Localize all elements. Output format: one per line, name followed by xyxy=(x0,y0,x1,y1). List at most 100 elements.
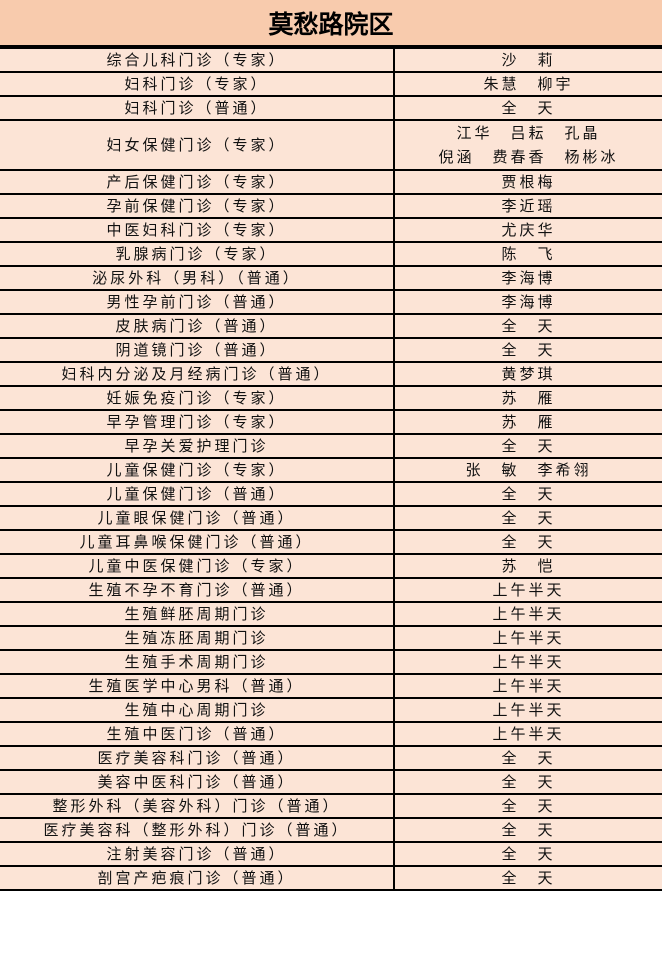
doctor-names: 全 天 xyxy=(501,509,556,527)
clinic-name: 皮肤病门诊（普通） xyxy=(0,313,395,339)
clinic-name: 医疗美容科（整形外科）门诊（普通） xyxy=(0,817,395,843)
doctor-cell: 朱慧 柳宇 xyxy=(393,71,662,97)
clinic-name: 儿童耳鼻喉保健门诊（普通） xyxy=(0,529,395,555)
clinic-name: 妊娠免疫门诊（专家） xyxy=(0,385,395,411)
table-row: 生殖鲜胚周期门诊 上午半天 xyxy=(0,601,662,627)
doctor-names: 沙 莉 xyxy=(501,51,556,69)
doctor-cell: 李海博 xyxy=(393,265,662,291)
doctor-names: 全 天 xyxy=(501,797,556,815)
doctor-names: 全 天 xyxy=(501,99,556,117)
doctor-cell: 张 敏 李希翎 xyxy=(393,457,662,483)
clinic-name: 儿童中医保健门诊（专家） xyxy=(0,553,395,579)
doctor-names: 张 敏 李希翎 xyxy=(465,461,592,479)
doctor-cell: 全 天 xyxy=(393,793,662,819)
doctor-names: 全 天 xyxy=(501,869,556,887)
doctor-cell: 全 天 xyxy=(393,745,662,771)
doctor-cell: 全 天 xyxy=(393,337,662,363)
table-row: 产后保健门诊（专家） 贾根梅 xyxy=(0,169,662,195)
table-row: 生殖不孕不育门诊（普通） 上午半天 xyxy=(0,577,662,603)
doctor-names: 全 天 xyxy=(501,437,556,455)
table-row: 妇科门诊（专家） 朱慧 柳宇 xyxy=(0,71,662,97)
doctor-cell: 上午半天 xyxy=(393,697,662,723)
doctor-cell: 全 天 xyxy=(393,817,662,843)
schedule-table: 综合儿科门诊（专家）沙 莉妇科门诊（专家） 朱慧 柳宇 妇科门诊（普通）全 天妇女保… xyxy=(0,47,662,891)
clinic-name: 生殖不孕不育门诊（普通） xyxy=(0,577,395,603)
table-row: 儿童保健门诊（专家） 张 敏 李希翎 xyxy=(0,457,662,483)
doctor-cell: 李近瑶 xyxy=(393,193,662,219)
doctor-cell: 贾根梅 xyxy=(393,169,662,195)
doctor-names: 苏 雁 xyxy=(501,413,556,431)
doctor-cell: 江华 吕耘 孔晶 倪涵 费春香 杨彬冰 xyxy=(393,119,662,171)
doctor-names: 上午半天 xyxy=(492,581,565,599)
clinic-name: 儿童眼保健门诊（普通） xyxy=(0,505,395,531)
doctor-cell: 陈 飞 xyxy=(393,241,662,267)
table-row: 皮肤病门诊（普通） 全 天 xyxy=(0,313,662,339)
doctor-names: 上午半天 xyxy=(492,629,565,647)
clinic-name: 儿童保健门诊（专家） xyxy=(0,457,395,483)
table-row: 生殖中医门诊（普通） 上午半天 xyxy=(0,721,662,747)
table-row: 剖宫产疤痕门诊（普通） 全 天 xyxy=(0,865,662,891)
clinic-name: 生殖中医门诊（普通） xyxy=(0,721,395,747)
table-row: 美容中医科门诊（普通） 全 天 xyxy=(0,769,662,795)
doctor-cell: 上午半天 xyxy=(393,721,662,747)
table-row: 注射美容门诊（普通） 全 天 xyxy=(0,841,662,867)
table-row: 乳腺病门诊（专家） 陈 飞 xyxy=(0,241,662,267)
doctor-cell: 全 天 xyxy=(393,505,662,531)
clinic-name: 妇科内分泌及月经病门诊（普通） xyxy=(0,361,395,387)
clinic-name: 妇科门诊（普通） xyxy=(0,95,395,121)
table-row: 妇科内分泌及月经病门诊（普通） 黄梦琪 xyxy=(0,361,662,387)
table-row: 儿童中医保健门诊（专家） 苏 恺 xyxy=(0,553,662,579)
table-row: 孕前保健门诊（专家） 李近瑶 xyxy=(0,193,662,219)
clinic-name: 儿童保健门诊（普通） xyxy=(0,481,395,507)
table-row: 妇女保健门诊（专家） 江华 吕耘 孔晶 倪涵 费春香 杨彬冰 xyxy=(0,119,662,171)
table-row: 泌尿外科（男科）（普通） 李海博 xyxy=(0,265,662,291)
clinic-name: 中医妇科门诊（专家） xyxy=(0,217,395,243)
table-row: 早孕关爱护理门诊 全 天 xyxy=(0,433,662,459)
doctor-names: 贾根梅 xyxy=(501,173,556,191)
clinic-name: 生殖鲜胚周期门诊 xyxy=(0,601,395,627)
doctor-cell: 苏 雁 xyxy=(393,409,662,435)
doctor-cell: 全 天 xyxy=(393,313,662,339)
doctor-names: 江华 吕耘 孔晶 xyxy=(456,124,601,142)
doctor-names: 全 天 xyxy=(501,533,556,551)
doctor-names: 上午半天 xyxy=(492,701,565,719)
clinic-name: 美容中医科门诊（普通） xyxy=(0,769,395,795)
clinic-name: 早孕管理门诊（专家） xyxy=(0,409,395,435)
doctor-names: 倪涵 费春香 杨彬冰 xyxy=(438,148,619,166)
table-row: 妊娠免疫门诊（专家） 苏 雁 xyxy=(0,385,662,411)
doctor-names: 上午半天 xyxy=(492,725,565,743)
doctor-names: 全 天 xyxy=(501,845,556,863)
doctor-cell: 尤庆华 xyxy=(393,217,662,243)
clinic-name: 妇女保健门诊（专家） xyxy=(0,119,395,171)
doctor-names: 李海博 xyxy=(501,269,556,287)
doctor-names: 全 天 xyxy=(501,821,556,839)
table-row: 生殖冻胚周期门诊 上午半天 xyxy=(0,625,662,651)
doctor-cell: 苏 恺 xyxy=(393,553,662,579)
doctor-cell: 上午半天 xyxy=(393,601,662,627)
clinic-name: 乳腺病门诊（专家） xyxy=(0,241,395,267)
doctor-names: 上午半天 xyxy=(492,653,565,671)
doctor-names: 上午半天 xyxy=(492,605,565,623)
table-row: 医疗美容科门诊（普通） 全 天 xyxy=(0,745,662,771)
doctor-names: 苏 雁 xyxy=(501,389,556,407)
clinic-name: 生殖手术周期门诊 xyxy=(0,649,395,675)
doctor-names: 陈 飞 xyxy=(501,245,556,263)
table-row: 儿童耳鼻喉保健门诊（普通） 全 天 xyxy=(0,529,662,555)
doctor-cell: 上午半天 xyxy=(393,625,662,651)
doctor-cell: 上午半天 xyxy=(393,577,662,603)
clinic-name: 生殖冻胚周期门诊 xyxy=(0,625,395,651)
doctor-cell: 上午半天 xyxy=(393,649,662,675)
table-row: 综合儿科门诊（专家） 沙 莉 xyxy=(0,47,662,73)
doctor-cell: 全 天 xyxy=(393,481,662,507)
doctor-cell: 上午半天 xyxy=(393,673,662,699)
table-row: 男性孕前门诊（普通） 李海博 xyxy=(0,289,662,315)
clinic-name: 孕前保健门诊（专家） xyxy=(0,193,395,219)
doctor-cell: 全 天 xyxy=(393,769,662,795)
table-row: 生殖医学中心男科（普通） 上午半天 xyxy=(0,673,662,699)
doctor-names: 李海博 xyxy=(501,293,556,311)
clinic-name: 妇科门诊（专家） xyxy=(0,71,395,97)
clinic-name: 医疗美容科门诊（普通） xyxy=(0,745,395,771)
doctor-names: 全 天 xyxy=(501,749,556,767)
page-title: 莫愁路院区 xyxy=(0,0,662,47)
doctor-cell: 全 天 xyxy=(393,865,662,891)
